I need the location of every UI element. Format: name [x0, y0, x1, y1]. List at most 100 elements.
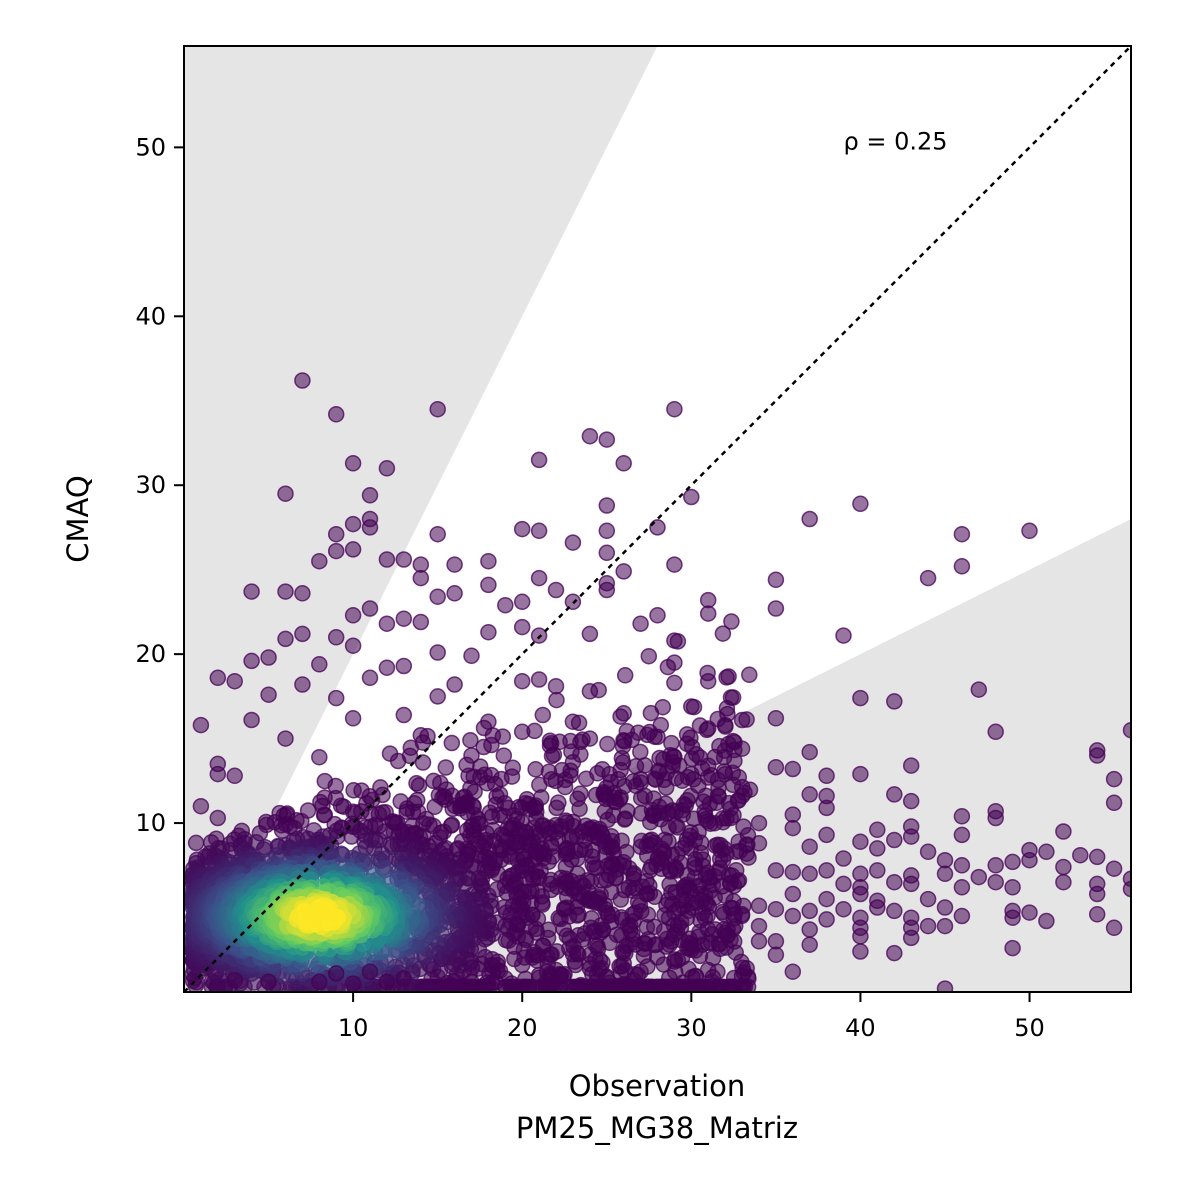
scatter-point — [480, 552, 497, 570]
scatter-point — [852, 928, 869, 945]
scatter-point — [209, 809, 227, 827]
x-tick-label: 30 — [676, 1014, 707, 1042]
scatter-point — [801, 838, 818, 855]
scatter-point — [443, 734, 461, 752]
scatter-point — [936, 865, 954, 883]
scatter-point — [699, 934, 717, 952]
scatter-point — [987, 857, 1004, 874]
scatter-point — [344, 710, 362, 727]
scatter-point — [716, 765, 734, 783]
scatter-point — [534, 706, 552, 724]
y-axis-label: CMAQ — [61, 475, 95, 562]
scatter-point — [970, 868, 988, 886]
scatter-point — [649, 519, 666, 536]
scatter-point — [1088, 747, 1106, 764]
scatter-point — [1055, 823, 1072, 840]
scatter-point — [311, 656, 328, 673]
scatter-point — [852, 495, 869, 513]
scatter-point — [581, 427, 599, 445]
scatter-point — [548, 799, 565, 817]
scatter-point — [818, 767, 835, 785]
scatter-point — [835, 900, 852, 918]
scatter-point — [437, 759, 455, 776]
scatter-point — [767, 759, 785, 776]
scatter-point — [327, 965, 345, 982]
scatter-point — [936, 851, 954, 869]
scatter-point — [767, 710, 785, 727]
scatter-point — [801, 902, 818, 920]
scatter-point — [638, 918, 656, 936]
scatter-point — [192, 716, 210, 734]
scatter-point — [953, 525, 971, 543]
scatter-point — [784, 760, 802, 778]
scatter-point — [598, 522, 616, 540]
scatter-point — [767, 600, 785, 617]
scatter-point — [497, 970, 514, 987]
scatter-point — [714, 625, 732, 642]
scatter-point — [444, 800, 461, 818]
scatter-point — [564, 754, 582, 771]
scatter-point — [1021, 904, 1038, 921]
scatter-point — [463, 647, 480, 665]
scatter-point — [656, 906, 673, 924]
correlation-annotation: ρ = 0.25 — [844, 127, 948, 155]
scatter-point — [277, 730, 294, 747]
scatter-point — [818, 799, 835, 817]
scatter-point — [953, 879, 971, 896]
scatter-point — [564, 713, 582, 730]
scatter-point — [699, 980, 717, 992]
scatter-point — [818, 862, 835, 879]
scatter-point — [750, 917, 768, 935]
scatter-point — [577, 770, 595, 787]
scatter-point — [750, 835, 768, 852]
scatter-point — [683, 941, 700, 959]
x-tick-label: 20 — [507, 1014, 538, 1042]
scatter-point — [936, 980, 954, 992]
scatter-point — [361, 519, 379, 536]
scatter-point — [666, 926, 683, 943]
scatter-point — [1105, 770, 1123, 788]
scatter-point — [587, 786, 605, 804]
scatter-point — [699, 720, 717, 737]
plot-area — [184, 46, 1131, 992]
scatter-point — [725, 969, 743, 987]
scatter-point — [666, 556, 683, 573]
scatter-point — [852, 765, 869, 783]
scatter-point — [243, 583, 260, 600]
scatter-point — [801, 786, 818, 803]
x-axis-ticks: 10 20 30 40 50 — [338, 992, 1045, 1042]
scatter-point — [987, 809, 1004, 827]
scatter-point — [327, 689, 345, 707]
scatter-point — [784, 863, 802, 881]
y-tick-label: 50 — [135, 133, 166, 161]
scatter-point — [852, 689, 869, 707]
scatter-point — [869, 821, 886, 839]
scatter-point — [784, 819, 802, 837]
scatter-point — [1105, 860, 1123, 877]
scatter-point — [1038, 912, 1055, 930]
scatter-point — [581, 946, 599, 964]
scatter-point — [527, 761, 544, 778]
scatter-point — [378, 460, 396, 477]
scatter-point — [615, 455, 632, 472]
scatter-point — [556, 778, 574, 796]
scatter-point — [714, 903, 731, 921]
scatter-point — [886, 786, 903, 803]
scatter-point — [260, 973, 277, 991]
scatter-point — [395, 551, 413, 568]
scatter-point — [547, 961, 565, 979]
scatter-point — [886, 944, 903, 962]
scatter-point — [530, 671, 548, 688]
scatter-point — [344, 455, 362, 472]
scatter-point — [398, 803, 415, 820]
scatter-point — [410, 777, 428, 794]
scatter-point — [767, 862, 785, 879]
scatter-point — [294, 372, 311, 389]
scatter-point — [1004, 853, 1021, 871]
scatter-point — [767, 900, 785, 918]
factor-of-two-upper-region — [184, 46, 658, 992]
scatter-point — [530, 522, 548, 540]
scatter-point — [1072, 846, 1089, 864]
scatter-point — [395, 610, 413, 627]
scatter-point — [615, 705, 632, 722]
